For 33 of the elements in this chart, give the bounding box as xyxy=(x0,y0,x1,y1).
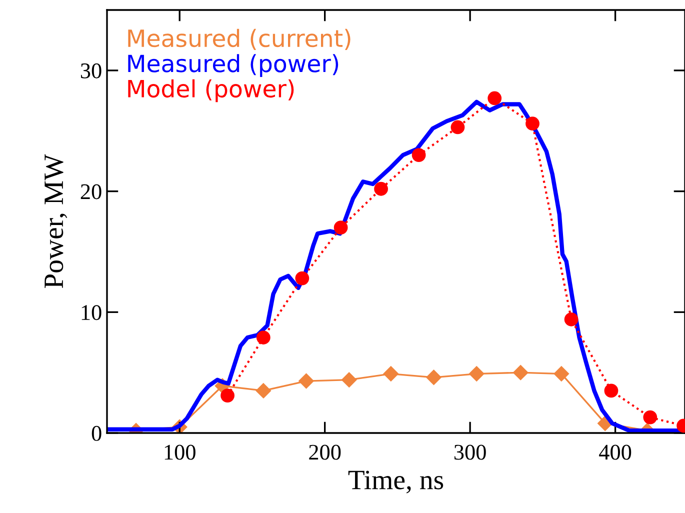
point xyxy=(604,384,618,398)
point xyxy=(220,388,234,402)
point xyxy=(526,116,540,131)
point xyxy=(554,366,569,382)
point xyxy=(256,383,271,398)
y-tick-label: 20 xyxy=(80,184,102,200)
point xyxy=(342,372,357,388)
y-tick-label: 30 xyxy=(80,63,102,78)
point xyxy=(469,366,484,382)
text: Measured (power) xyxy=(128,54,338,77)
x-tick-label: 400 xyxy=(599,444,632,460)
x-axis-title: Time, ns xyxy=(348,470,444,494)
x-tick-label: 300 xyxy=(454,444,486,460)
point xyxy=(564,312,578,326)
point xyxy=(295,271,310,286)
x-tick-label: 200 xyxy=(309,444,341,460)
x-tick-label: 100 xyxy=(164,444,196,460)
y-axis-title: Power, MW xyxy=(44,154,68,288)
point xyxy=(426,370,442,385)
point xyxy=(643,410,658,424)
point xyxy=(488,91,502,106)
point xyxy=(412,148,426,162)
point xyxy=(256,330,270,344)
point xyxy=(450,120,465,134)
point xyxy=(334,220,348,234)
text: Model (power) xyxy=(128,79,294,102)
point xyxy=(383,366,398,382)
point xyxy=(298,373,314,389)
point xyxy=(513,365,528,380)
point xyxy=(374,182,388,196)
text: Measured (current) xyxy=(128,28,350,50)
y-tick-label: 0 xyxy=(92,426,102,441)
y-tick-label: 10 xyxy=(82,305,102,320)
